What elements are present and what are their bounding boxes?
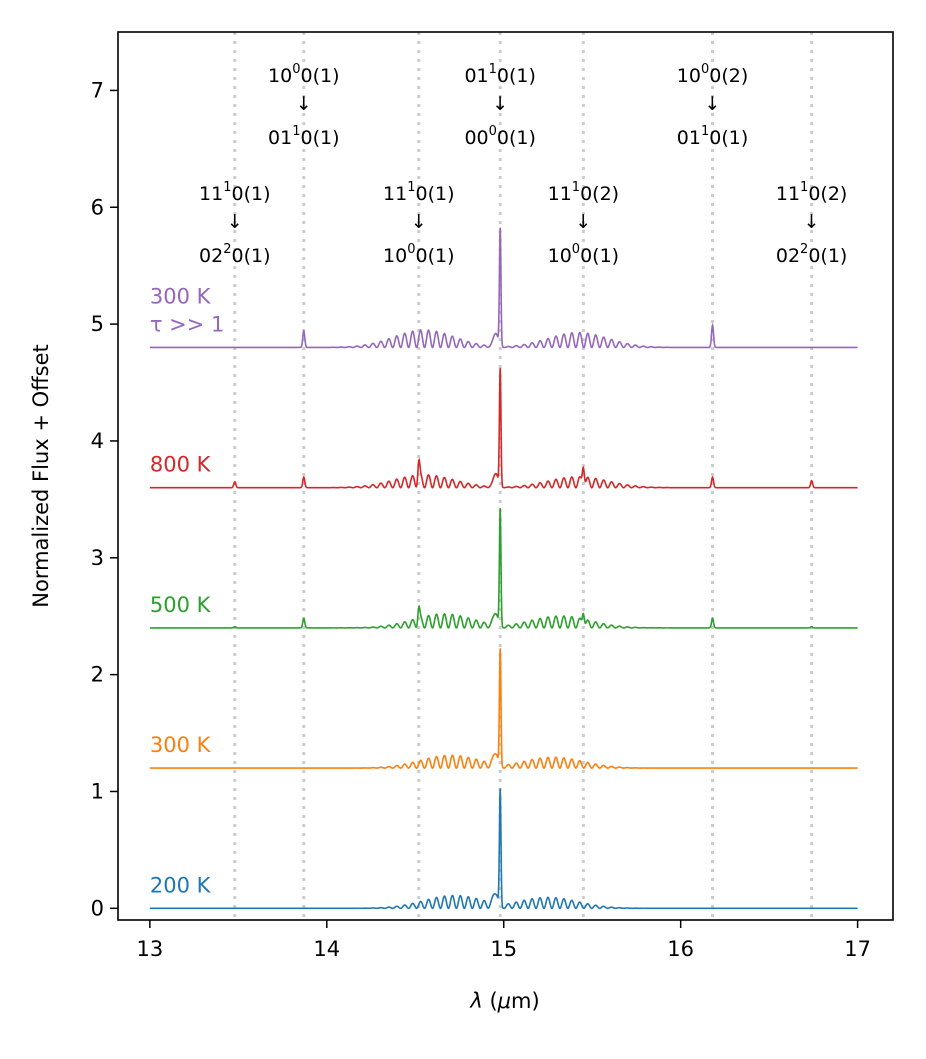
- transition-annotations: 1110(1)↓0220(1)1000(1)↓0110(1)1110(1)↓10…: [199, 62, 847, 267]
- annotation-lower: 0220(1): [199, 242, 270, 267]
- annotation-4: 1110(2) ↓ 1000(1): [548, 180, 619, 267]
- annotation-lower: 0110(1): [268, 124, 339, 149]
- annotation-lower: 0000(1): [464, 124, 535, 149]
- y-tick-label: 2: [91, 663, 104, 687]
- series-label-line: 800 K: [150, 453, 212, 477]
- annotation-arrow: ↓: [296, 93, 312, 115]
- y-tick-label: 3: [91, 546, 104, 570]
- x-tick-label: 14: [313, 937, 340, 961]
- annotation-arrow: ↓: [575, 211, 591, 233]
- annotation-upper: 1110(1): [383, 180, 454, 205]
- annotation-lower: 0220(1): [776, 242, 847, 267]
- annotation-0: 1110(1) ↓ 0220(1): [199, 180, 270, 267]
- series-label-line: τ >> 1: [150, 312, 225, 336]
- y-axis-ticks: 0 1 2 3 4 5 6 7: [91, 78, 118, 920]
- annotation-1: 1000(1) ↓ 0110(1): [268, 62, 339, 149]
- annotation-upper: 1110(2): [548, 180, 619, 205]
- series-label-2: 500 K: [150, 593, 212, 617]
- series-labels: 200 K 300 K 500 K 800 K 300 K τ >> 1: [150, 284, 225, 897]
- y-tick-label: 0: [91, 896, 104, 920]
- annotation-upper: 0110(1): [464, 62, 535, 87]
- y-tick-label: 5: [91, 312, 104, 336]
- series-label-3: 800 K: [150, 453, 212, 477]
- y-tick-label: 1: [91, 779, 104, 803]
- annotation-3: 0110(1) ↓ 0000(1): [464, 62, 535, 149]
- series-lines: [149, 227, 858, 910]
- y-tick-label: 7: [91, 78, 104, 102]
- x-tick-label: 13: [136, 937, 163, 961]
- vertical-reference-lines: [233, 32, 814, 920]
- series-label-line: 500 K: [150, 593, 212, 617]
- y-tick-label: 4: [91, 429, 104, 453]
- x-tick-label: 15: [490, 937, 517, 961]
- annotation-lower: 0110(1): [677, 124, 748, 149]
- x-tick-label: 16: [667, 937, 694, 961]
- y-axis-title: Normalized Flux + Offset: [29, 344, 53, 607]
- y-tick-label: 6: [91, 195, 104, 219]
- annotation-arrow: ↓: [227, 211, 243, 233]
- annotation-5: 1000(2) ↓ 0110(1): [677, 62, 748, 149]
- x-axis-ticks: 13 14 15 16 17: [136, 920, 871, 961]
- annotation-arrow: ↓: [411, 211, 427, 233]
- series-label-0: 200 K: [150, 873, 212, 897]
- series-label-1: 300 K: [150, 733, 212, 757]
- annotation-6: 1110(2) ↓ 0220(1): [776, 180, 847, 267]
- series-line-4: [149, 227, 858, 349]
- annotation-upper: 1110(2): [776, 180, 847, 205]
- series-label-line: 300 K: [150, 733, 212, 757]
- annotation-upper: 1000(2): [677, 62, 748, 87]
- annotation-arrow: ↓: [804, 211, 820, 233]
- series-line-2: [149, 508, 858, 629]
- series-line-3: [149, 367, 858, 489]
- series-line-1: [149, 648, 858, 769]
- annotation-lower: 1000(1): [548, 242, 619, 267]
- series-label-line: 300 K: [150, 284, 212, 308]
- series-label-4: 300 K τ >> 1: [150, 284, 225, 336]
- annotation-upper: 1110(1): [199, 180, 270, 205]
- series-label-line: 200 K: [150, 873, 212, 897]
- plot-frame: [117, 31, 894, 921]
- x-axis-title: λ (μm): [469, 989, 539, 1013]
- annotation-lower: 1000(1): [383, 242, 454, 267]
- annotation-arrow: ↓: [492, 93, 508, 115]
- annotation-arrow: ↓: [705, 93, 721, 115]
- annotation-2: 1110(1) ↓ 1000(1): [383, 180, 454, 267]
- series-line-0: [149, 788, 858, 910]
- annotation-upper: 1000(1): [268, 62, 339, 87]
- x-tick-label: 17: [844, 937, 871, 961]
